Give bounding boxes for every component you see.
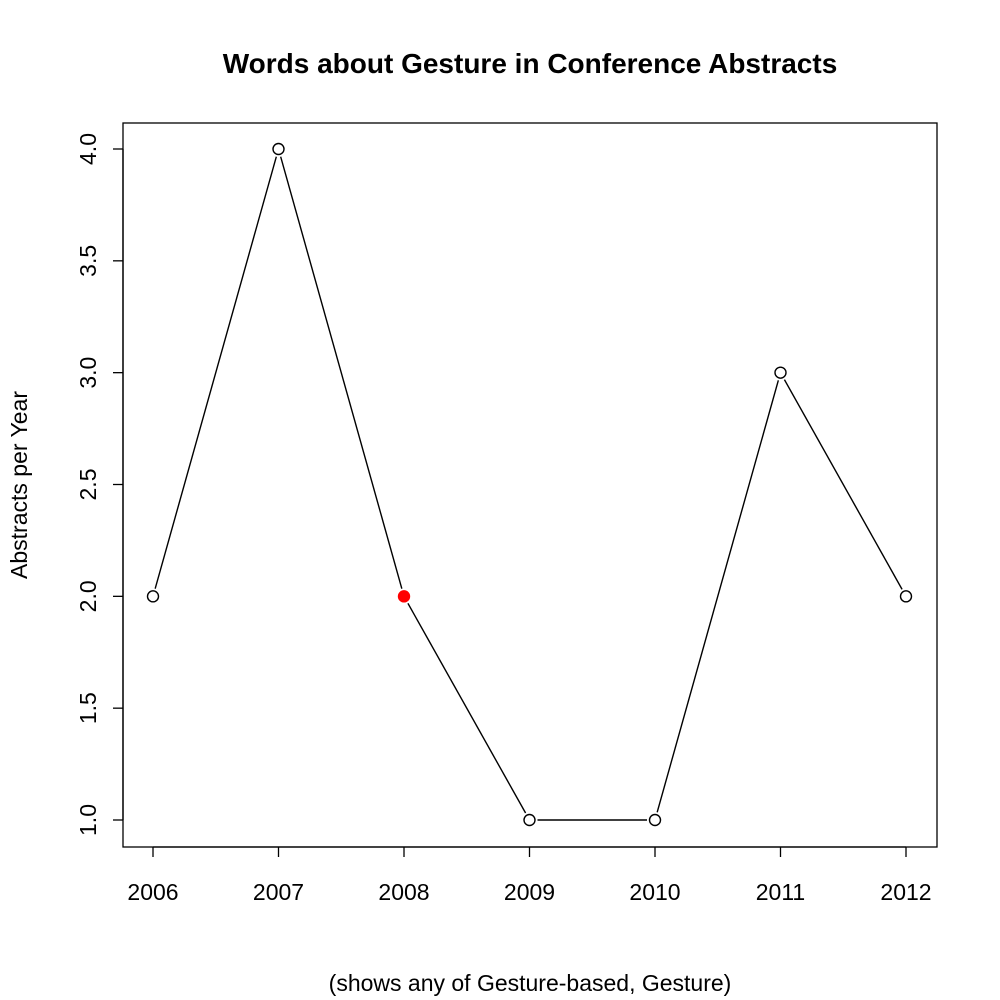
y-tick-label: 1.5 <box>75 692 101 724</box>
data-point <box>648 813 662 827</box>
series-points-group <box>146 142 913 827</box>
series-line-segment <box>154 156 278 589</box>
y-tick-label: 3.5 <box>75 245 101 277</box>
data-point <box>272 142 285 156</box>
y-tick-label: 4.0 <box>75 133 101 165</box>
x-tick-label: 2008 <box>378 879 429 905</box>
data-point <box>774 366 787 379</box>
x-tick-label: 2012 <box>880 879 931 905</box>
x-tick-label: 2010 <box>629 879 680 905</box>
x-axis-label: (shows any of Gesture-based, Gesture) <box>329 970 732 996</box>
y-tick-label: 2.5 <box>75 469 101 501</box>
series-line-segment <box>783 379 903 590</box>
y-tick-label: 1.0 <box>75 804 101 836</box>
series-line-segment <box>279 156 403 589</box>
series-line-segment <box>407 602 527 814</box>
highlighted-data-point <box>397 590 411 603</box>
series-line-segment <box>656 380 780 813</box>
series-line-group <box>154 156 903 821</box>
x-axis: 2006 2007 2008 2009 2010 2011 2012 <box>127 846 932 905</box>
x-tick-label: 2006 <box>127 879 178 905</box>
chart-title: Words about Gesture in Conference Abstra… <box>223 48 838 79</box>
y-axis: 1.0 1.5 2.0 2.5 3.0 3.5 4.0 <box>75 133 124 836</box>
y-axis-label: Abstracts per Year <box>6 391 32 579</box>
x-tick-label: 2011 <box>756 879 805 905</box>
data-point <box>899 590 913 603</box>
x-tick-label: 2007 <box>253 879 304 905</box>
data-point <box>523 813 536 827</box>
x-tick-label: 2009 <box>504 879 555 905</box>
y-tick-label: 3.0 <box>75 357 101 389</box>
y-tick-label: 2.0 <box>75 580 101 612</box>
data-point <box>146 590 160 603</box>
plot-area-frame <box>122 122 938 848</box>
